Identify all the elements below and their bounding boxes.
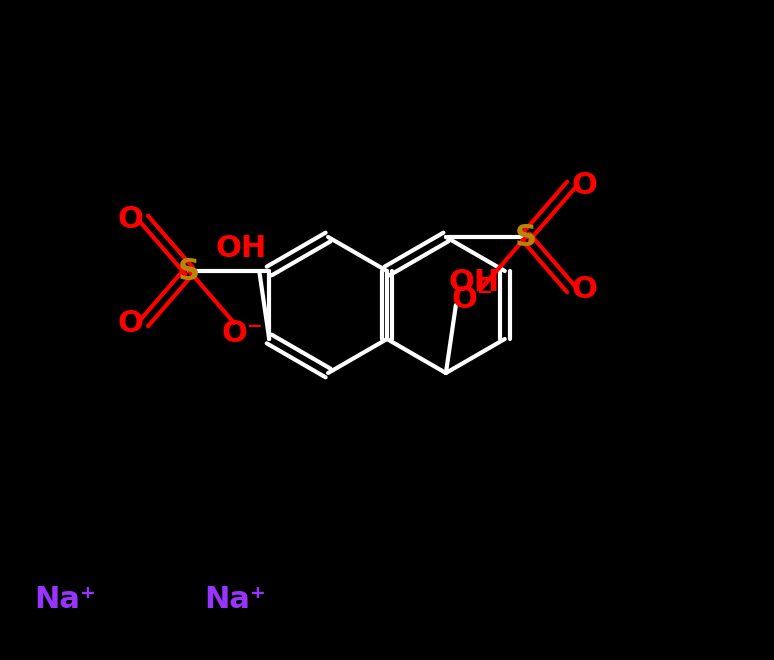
Text: O: O [572, 170, 598, 199]
Text: O⁻: O⁻ [221, 319, 263, 348]
Text: OH: OH [448, 268, 499, 297]
Text: OH: OH [216, 234, 267, 263]
Text: Na⁺: Na⁺ [204, 585, 266, 614]
Text: O: O [572, 275, 598, 304]
Text: O⁻: O⁻ [452, 284, 494, 313]
Text: O: O [118, 205, 143, 234]
Text: Na⁺: Na⁺ [34, 585, 96, 614]
Text: S: S [515, 222, 537, 251]
Text: O: O [118, 308, 143, 337]
Text: S: S [178, 257, 200, 286]
